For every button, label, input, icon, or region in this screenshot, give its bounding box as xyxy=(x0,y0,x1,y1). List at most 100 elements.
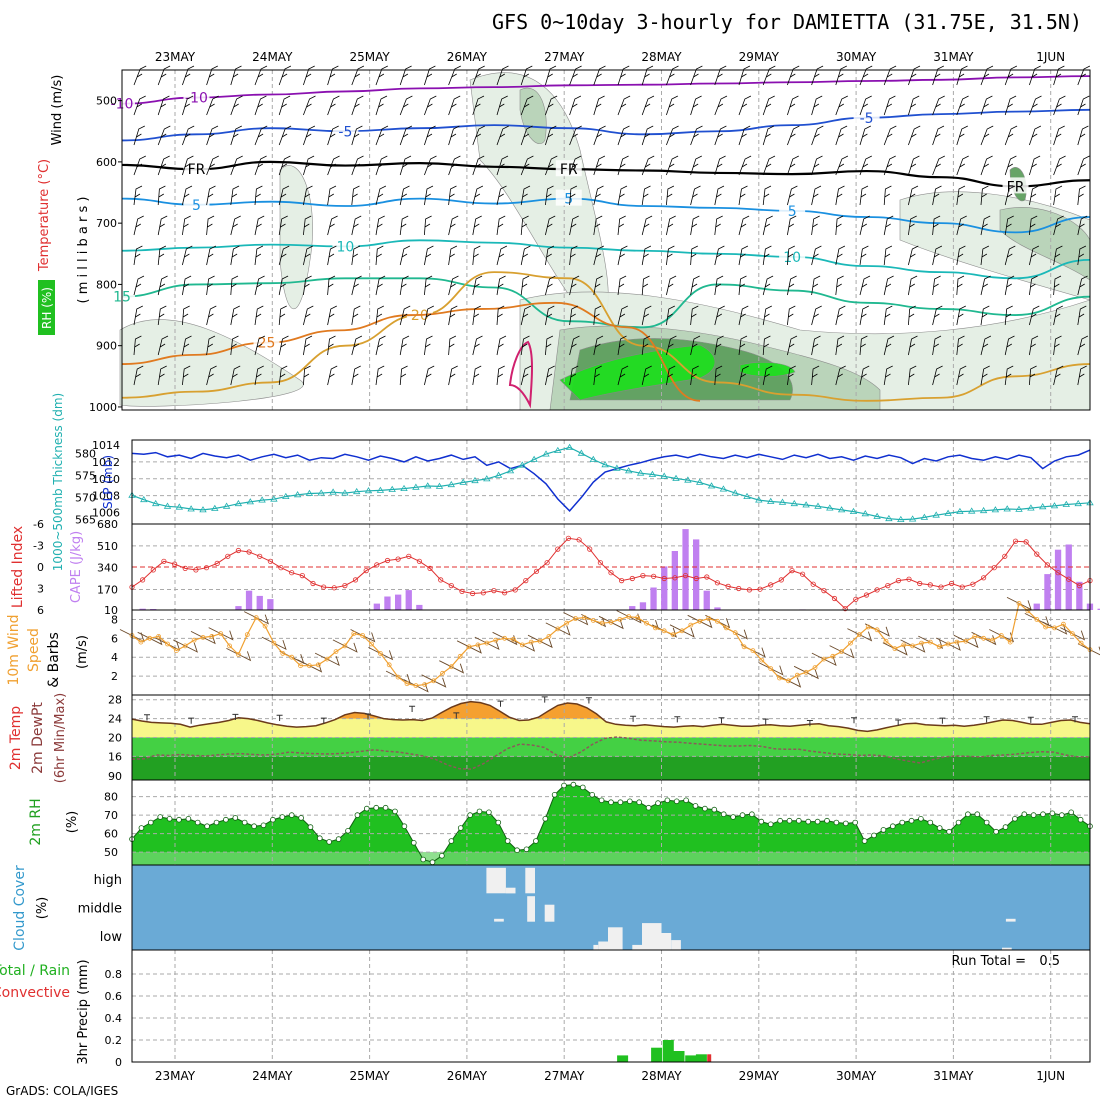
thickness-marker xyxy=(636,469,645,476)
dewpoint-band-dark xyxy=(132,756,1090,780)
thickness-marker xyxy=(305,489,314,496)
wind-barb xyxy=(738,185,748,206)
wind-barb xyxy=(908,275,918,296)
wind-barb xyxy=(254,245,264,266)
rh-marker xyxy=(504,838,511,844)
wind10m-barb xyxy=(882,642,908,656)
lifted-index-marker xyxy=(1012,538,1019,544)
rh-tick: 80 xyxy=(104,791,118,804)
thickness-marker xyxy=(270,495,278,502)
wind10m-barb xyxy=(190,630,216,645)
thickness-marker xyxy=(140,495,148,503)
rh-marker xyxy=(758,818,765,825)
wind10m-speed-marker xyxy=(262,623,268,629)
precip-tick: 0.8 xyxy=(105,968,123,981)
wind10m-speed-marker xyxy=(1052,625,1057,631)
pressure-tick: 600 xyxy=(96,156,117,169)
lifted-index-marker xyxy=(1044,562,1051,568)
wind-barb xyxy=(399,95,413,116)
wind-barb xyxy=(738,245,749,266)
cape-bar xyxy=(639,602,647,610)
thickness-marker xyxy=(944,509,952,516)
lifted-index-marker xyxy=(501,590,508,596)
wind-barb xyxy=(1004,335,1015,356)
lifted-index-marker xyxy=(406,553,412,559)
thickness-marker xyxy=(1015,505,1023,512)
wind-barb xyxy=(424,95,437,116)
rh-marker xyxy=(767,821,774,828)
lifted-index-marker xyxy=(672,575,678,581)
wind-barb xyxy=(424,305,434,326)
thickness-tick: 580 xyxy=(75,447,96,460)
cape-bar xyxy=(693,539,700,610)
cloud-block-high xyxy=(525,867,535,894)
rh-marker xyxy=(166,815,173,822)
wind-barb xyxy=(811,365,820,386)
thickness-marker xyxy=(423,482,432,489)
wind10m-speed-marker xyxy=(1034,617,1040,622)
wind-barb xyxy=(593,305,602,326)
lifted-index-marker xyxy=(257,553,263,559)
wind-barb xyxy=(835,125,848,146)
wind-barb xyxy=(1004,245,1016,266)
rh-marker xyxy=(683,797,689,804)
precip-convective-bar xyxy=(707,1054,712,1062)
wind-barb xyxy=(399,215,409,236)
rh-marker xyxy=(382,804,389,811)
wind10m-speed-marker xyxy=(590,618,596,623)
wind-barb xyxy=(1053,365,1064,386)
wind-barb xyxy=(351,335,363,356)
wind10m-barb xyxy=(847,628,873,642)
cape-bar xyxy=(235,606,242,610)
rh-marker xyxy=(589,791,595,798)
thickness-marker xyxy=(388,485,396,492)
wind-barb xyxy=(980,125,994,146)
wind10m-barb xyxy=(864,623,890,637)
isotherm-minus5 xyxy=(121,108,1091,142)
lifted-index-marker xyxy=(895,577,902,584)
wind10m-speed-marker xyxy=(706,616,711,621)
wind-barb xyxy=(787,125,800,146)
precip-total-bar xyxy=(685,1055,697,1062)
panel-frame xyxy=(131,949,1091,1063)
lifted-index-marker xyxy=(203,565,210,571)
wind10m-speed-marker xyxy=(1043,624,1048,630)
precip-tick: 0.6 xyxy=(105,990,123,1003)
cape-bar xyxy=(1044,574,1051,610)
wind10m-speed-marker xyxy=(786,678,791,684)
wind-barb xyxy=(569,215,579,236)
wind-barb xyxy=(569,245,578,266)
date-label-bottom: 27MAY xyxy=(544,1069,585,1083)
wind-barb xyxy=(206,125,219,146)
wind10m-barb xyxy=(261,636,287,650)
wind-barb xyxy=(133,305,143,326)
wind-barb xyxy=(327,185,337,206)
lifted-index-marker xyxy=(746,587,753,593)
rh-marker xyxy=(927,819,934,826)
rh-marker xyxy=(213,819,220,826)
wind10m-tick: 6 xyxy=(111,632,118,645)
wind10m-label-3: & Barbs xyxy=(46,632,62,688)
wind-barb xyxy=(351,95,364,116)
temperature-max-bar xyxy=(851,717,857,724)
lifted-index-marker xyxy=(704,574,710,580)
wind-barb xyxy=(448,305,458,326)
wind-barb xyxy=(230,185,240,206)
wind-barb xyxy=(1053,185,1063,206)
lifted-index-marker xyxy=(906,576,912,582)
cape-bar xyxy=(1033,603,1040,610)
rh-marker xyxy=(514,847,520,853)
wind-barb xyxy=(327,245,337,266)
rh-marker xyxy=(692,803,699,809)
lifted-index-marker xyxy=(523,577,529,584)
wind10m-speed-marker xyxy=(723,625,729,631)
wind10m-speed-marker xyxy=(990,637,995,643)
wind-barb xyxy=(375,305,384,326)
wind-barb xyxy=(182,365,191,386)
wind10m-speed-marker xyxy=(857,632,862,637)
wind10m-barb xyxy=(918,635,944,649)
wind10m-speed-marker xyxy=(599,620,605,626)
wind-barb xyxy=(496,215,506,236)
rh-marker xyxy=(861,838,868,844)
rh-marker xyxy=(880,827,887,833)
